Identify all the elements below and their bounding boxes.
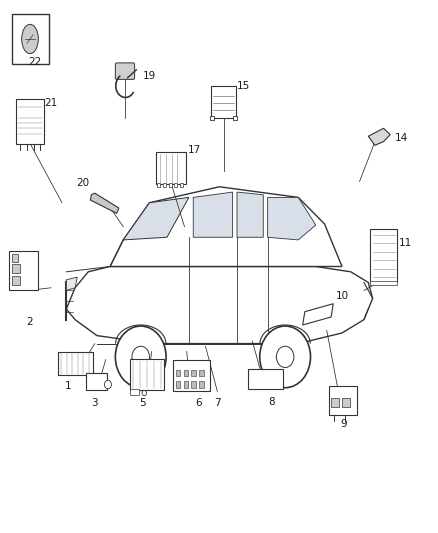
Text: 3: 3 (91, 398, 98, 408)
Text: 6: 6 (195, 398, 201, 408)
Bar (162, 183, 166, 187)
Text: 20: 20 (76, 177, 89, 188)
Bar (175, 381, 180, 387)
Circle shape (259, 326, 310, 387)
Bar (175, 369, 180, 376)
Bar (157, 183, 160, 187)
Text: 7: 7 (213, 398, 220, 408)
Bar (12, 276, 20, 285)
Bar (57, 352, 92, 375)
Bar (12, 264, 20, 273)
Circle shape (115, 326, 166, 387)
Text: 14: 14 (394, 133, 407, 143)
Bar (180, 183, 183, 187)
Bar (247, 368, 283, 389)
Bar (130, 389, 139, 395)
Polygon shape (267, 197, 315, 240)
Polygon shape (66, 277, 77, 290)
Text: 9: 9 (339, 419, 346, 429)
Bar (330, 398, 338, 407)
Bar (328, 386, 357, 415)
Polygon shape (123, 197, 188, 240)
Text: 17: 17 (187, 144, 201, 155)
Bar (341, 398, 349, 407)
Polygon shape (237, 192, 263, 237)
Bar (191, 369, 195, 376)
Circle shape (132, 346, 149, 368)
Circle shape (142, 390, 146, 395)
FancyBboxPatch shape (115, 63, 134, 79)
Bar (155, 152, 185, 184)
Text: 19: 19 (143, 71, 156, 81)
Text: 22: 22 (28, 56, 41, 67)
Bar (168, 183, 171, 187)
Ellipse shape (21, 25, 38, 54)
Bar (209, 116, 214, 120)
Polygon shape (193, 192, 232, 237)
Circle shape (276, 346, 293, 368)
Bar (370, 281, 396, 285)
Text: 8: 8 (268, 397, 275, 407)
Bar (86, 373, 107, 390)
Text: 11: 11 (398, 238, 411, 247)
Bar (210, 86, 236, 118)
Bar (174, 183, 177, 187)
Polygon shape (110, 187, 341, 266)
Bar (12, 254, 18, 262)
Text: 5: 5 (138, 398, 145, 408)
Polygon shape (66, 266, 372, 344)
Polygon shape (302, 304, 332, 325)
Polygon shape (90, 193, 119, 213)
Bar (172, 360, 209, 391)
Bar (16, 99, 44, 144)
Bar (199, 369, 203, 376)
Bar (199, 381, 203, 387)
Circle shape (104, 380, 111, 389)
Bar (12, 14, 49, 64)
Polygon shape (367, 128, 389, 146)
Text: 10: 10 (335, 290, 348, 301)
Bar (183, 381, 187, 387)
Text: 15: 15 (237, 81, 250, 91)
Text: 21: 21 (44, 98, 57, 108)
Bar (183, 369, 187, 376)
Text: 2: 2 (26, 317, 32, 327)
Text: 1: 1 (65, 381, 72, 391)
Bar (130, 359, 163, 390)
Bar (191, 381, 195, 387)
Bar (10, 251, 38, 290)
Bar (232, 116, 237, 120)
Bar (370, 229, 396, 282)
